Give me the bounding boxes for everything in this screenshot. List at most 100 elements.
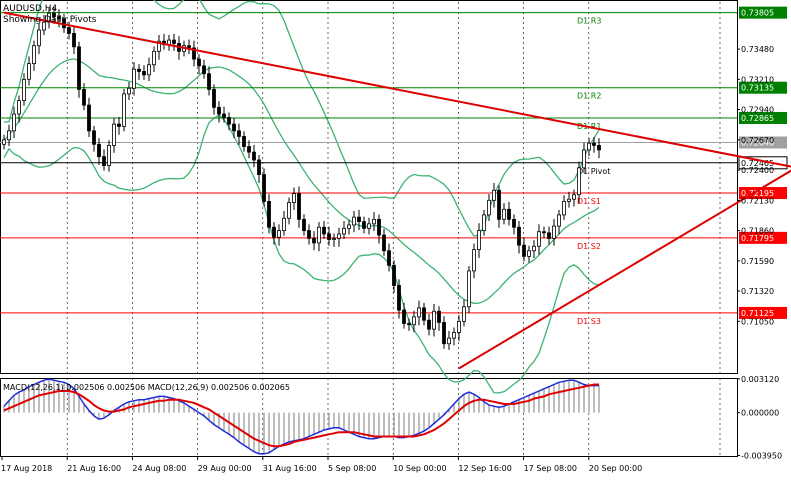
candle-body (287, 202, 291, 219)
price-tick-label: 0.73480 (741, 45, 774, 54)
candle-body (372, 218, 376, 225)
candle-body (422, 307, 426, 321)
candle-body (592, 142, 596, 146)
candle-body (237, 130, 241, 137)
time-label: 21 Aug 16:00 (67, 464, 121, 473)
trendlines (3, 11, 791, 370)
candle-body (27, 63, 31, 80)
candle-body (392, 264, 396, 286)
candle-body (97, 143, 101, 158)
candle-body (207, 73, 211, 90)
price-tick-label: 0.71590 (741, 257, 774, 266)
candle-body (537, 231, 541, 247)
main-frame (0, 0, 738, 374)
pivot-price-label: 0.72465 (741, 159, 774, 168)
pivot-price-label: 0.72195 (741, 189, 774, 198)
candle-body (252, 151, 256, 161)
candle-body (577, 167, 581, 196)
candle-body (127, 87, 131, 95)
candle-body (7, 130, 11, 141)
pivot-price-label: 0.73805 (741, 9, 774, 18)
candle-body (112, 123, 116, 146)
candle-body (547, 232, 551, 239)
candle-body (222, 113, 226, 118)
time-label: 10 Sep 00:00 (393, 464, 446, 473)
candle-body (412, 316, 416, 326)
pivot-name: D1 S2 (577, 242, 601, 251)
macd-tick-label: -0.003950 (741, 451, 782, 460)
time-label: 24 Aug 08:00 (132, 464, 186, 473)
candle-body (227, 117, 231, 125)
candle-body (322, 226, 326, 235)
candle-body (247, 146, 251, 153)
candle-body (292, 193, 296, 203)
macd-frame (0, 378, 738, 457)
candle-body (597, 145, 601, 151)
candle-body (557, 214, 561, 227)
pivot-price-box (739, 6, 787, 19)
candle-body (232, 123, 236, 132)
candle-body (87, 104, 91, 132)
price-tick-label: 0.72130 (741, 196, 774, 205)
macd-label: MACD(12,26,1) 0.002506 0.002506 MACD(12,… (3, 383, 290, 392)
candle-body (467, 270, 471, 308)
macd-tick-label: 0.000000 (741, 409, 779, 418)
candle-body (52, 12, 56, 17)
candle-body (517, 226, 521, 246)
band-upper (4, 0, 600, 237)
candle-body (432, 310, 436, 330)
time-label: 17 Sep 08:00 (524, 464, 577, 473)
candle-body (542, 231, 546, 234)
pivot-price-box (739, 306, 787, 319)
macd-panel (3, 378, 600, 455)
current-price-box (739, 136, 787, 149)
candle-body (307, 230, 311, 239)
candle-body (267, 201, 271, 228)
candle-body (352, 216, 356, 226)
candle-body (2, 139, 6, 145)
pivot-name: D1 S1 (577, 197, 601, 206)
pivot-price-box (739, 231, 787, 244)
candle-body (462, 306, 466, 322)
candle-body (337, 233, 341, 239)
candle-body (522, 244, 526, 257)
time-label: 17 Aug 2018 (1, 464, 52, 473)
bollinger-bands (3, 0, 600, 394)
candle-body (107, 145, 111, 166)
pivot-price-box (739, 187, 787, 200)
candle-body (397, 285, 401, 311)
candle-body (492, 189, 496, 201)
candle-body (447, 337, 451, 345)
price-tick-label: 0.72940 (741, 106, 774, 115)
macd-signal-line (3, 383, 599, 448)
trendline (458, 169, 791, 370)
candle-body (12, 113, 16, 132)
candle-body (152, 50, 156, 66)
candle-body (82, 88, 86, 106)
candle-body (42, 21, 46, 31)
band-lower (3, 114, 600, 394)
candle-body (407, 323, 411, 326)
candle-body (347, 224, 351, 229)
candle-body (437, 310, 441, 323)
pivot-name: D1 S3 (577, 317, 601, 326)
price-tick-label: 0.71860 (741, 227, 774, 236)
pivot-price-box (739, 81, 787, 94)
time-label: 5 Sep 08:00 (328, 464, 376, 473)
candle-body (102, 156, 106, 166)
candle-body (32, 45, 36, 65)
candle-body (262, 174, 266, 202)
candle-body (377, 218, 381, 236)
candle-body (477, 230, 481, 251)
candle-body (482, 214, 486, 231)
candle-body (72, 32, 76, 48)
candle-body (562, 201, 566, 216)
pivot-price-box (738, 156, 788, 170)
candle-body (442, 322, 446, 345)
trendline (3, 11, 791, 168)
candle-body (67, 27, 71, 34)
candle-body (137, 68, 141, 72)
candle-body (497, 189, 501, 220)
pivot-price-label: 0.71795 (741, 234, 774, 243)
